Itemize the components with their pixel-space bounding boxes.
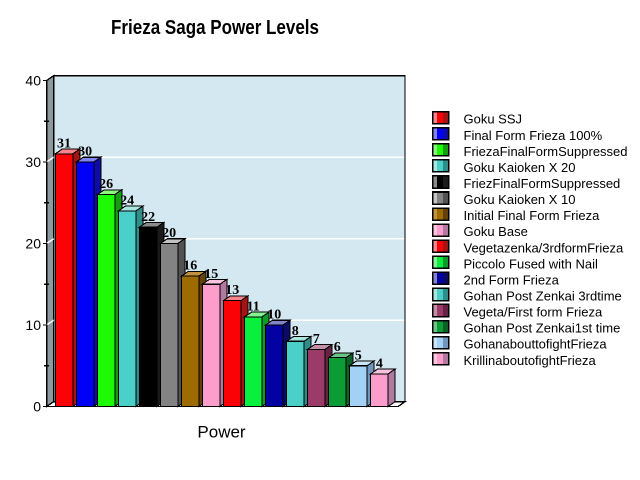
svg-text:16: 16	[183, 259, 197, 274]
svg-text:Initial Final Form Frieza: Initial Final Form Frieza	[464, 208, 601, 223]
svg-text:FriezFinalFormSuppressed: FriezFinalFormSuppressed	[464, 176, 621, 191]
svg-text:Vegeta/First form Frieza: Vegeta/First form Frieza	[464, 305, 603, 320]
svg-text:Final Form Frieza 100%: Final Form Frieza 100%	[464, 128, 603, 143]
svg-text:7: 7	[313, 332, 320, 347]
svg-text:Vegetazenka/3rdformFrieza: Vegetazenka/3rdformFrieza	[464, 240, 624, 255]
svg-text:20: 20	[162, 226, 176, 241]
svg-text:15: 15	[204, 267, 218, 282]
svg-text:6: 6	[334, 340, 341, 355]
svg-text:8: 8	[292, 324, 299, 339]
svg-text:31: 31	[57, 136, 71, 151]
svg-text:Power: Power	[197, 422, 246, 441]
svg-text:13: 13	[225, 283, 239, 298]
svg-text:0: 0	[33, 399, 41, 415]
svg-text:Frieza Saga Power Levels: Frieza Saga Power Levels	[111, 17, 319, 39]
svg-text:Goku Kaioken X 10: Goku Kaioken X 10	[464, 192, 576, 207]
svg-text:Goku SSJ: Goku SSJ	[464, 112, 523, 127]
svg-text:20: 20	[25, 236, 41, 252]
svg-text:Piccolo Fused with Nail: Piccolo Fused with Nail	[464, 256, 598, 271]
svg-text:26: 26	[99, 177, 113, 192]
svg-text:KrillinaboutofightFrieza: KrillinaboutofightFrieza	[464, 353, 597, 368]
svg-text:11: 11	[247, 300, 260, 315]
svg-text:24: 24	[120, 194, 134, 209]
svg-text:40: 40	[25, 73, 41, 89]
svg-text:30: 30	[78, 145, 92, 160]
svg-text:5: 5	[355, 348, 362, 363]
svg-text:30: 30	[25, 154, 41, 170]
svg-text:Goku Base: Goku Base	[464, 224, 528, 239]
svg-text:Gohan Post Zenkai 3rdtime: Gohan Post Zenkai 3rdtime	[464, 289, 622, 304]
svg-text:10: 10	[25, 317, 41, 333]
svg-text:10: 10	[267, 308, 281, 323]
svg-text:Gohan Post Zenkai1st time: Gohan Post Zenkai1st time	[464, 321, 621, 336]
svg-text:GohanabouttofightFrieza: GohanabouttofightFrieza	[464, 337, 608, 352]
svg-text:FriezaFinalFormSuppressed: FriezaFinalFormSuppressed	[464, 144, 628, 159]
svg-text:2nd Form Frieza: 2nd Form Frieza	[464, 272, 560, 287]
svg-text:4: 4	[376, 357, 383, 372]
svg-text:Goku Kaioken X 20: Goku Kaioken X 20	[464, 160, 576, 175]
svg-text:22: 22	[141, 210, 155, 225]
